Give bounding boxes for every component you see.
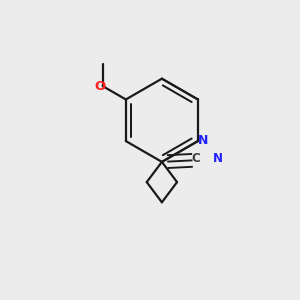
Text: N: N: [198, 134, 208, 147]
Text: O: O: [94, 80, 105, 93]
Text: C: C: [192, 152, 200, 166]
Text: N: N: [213, 152, 223, 164]
